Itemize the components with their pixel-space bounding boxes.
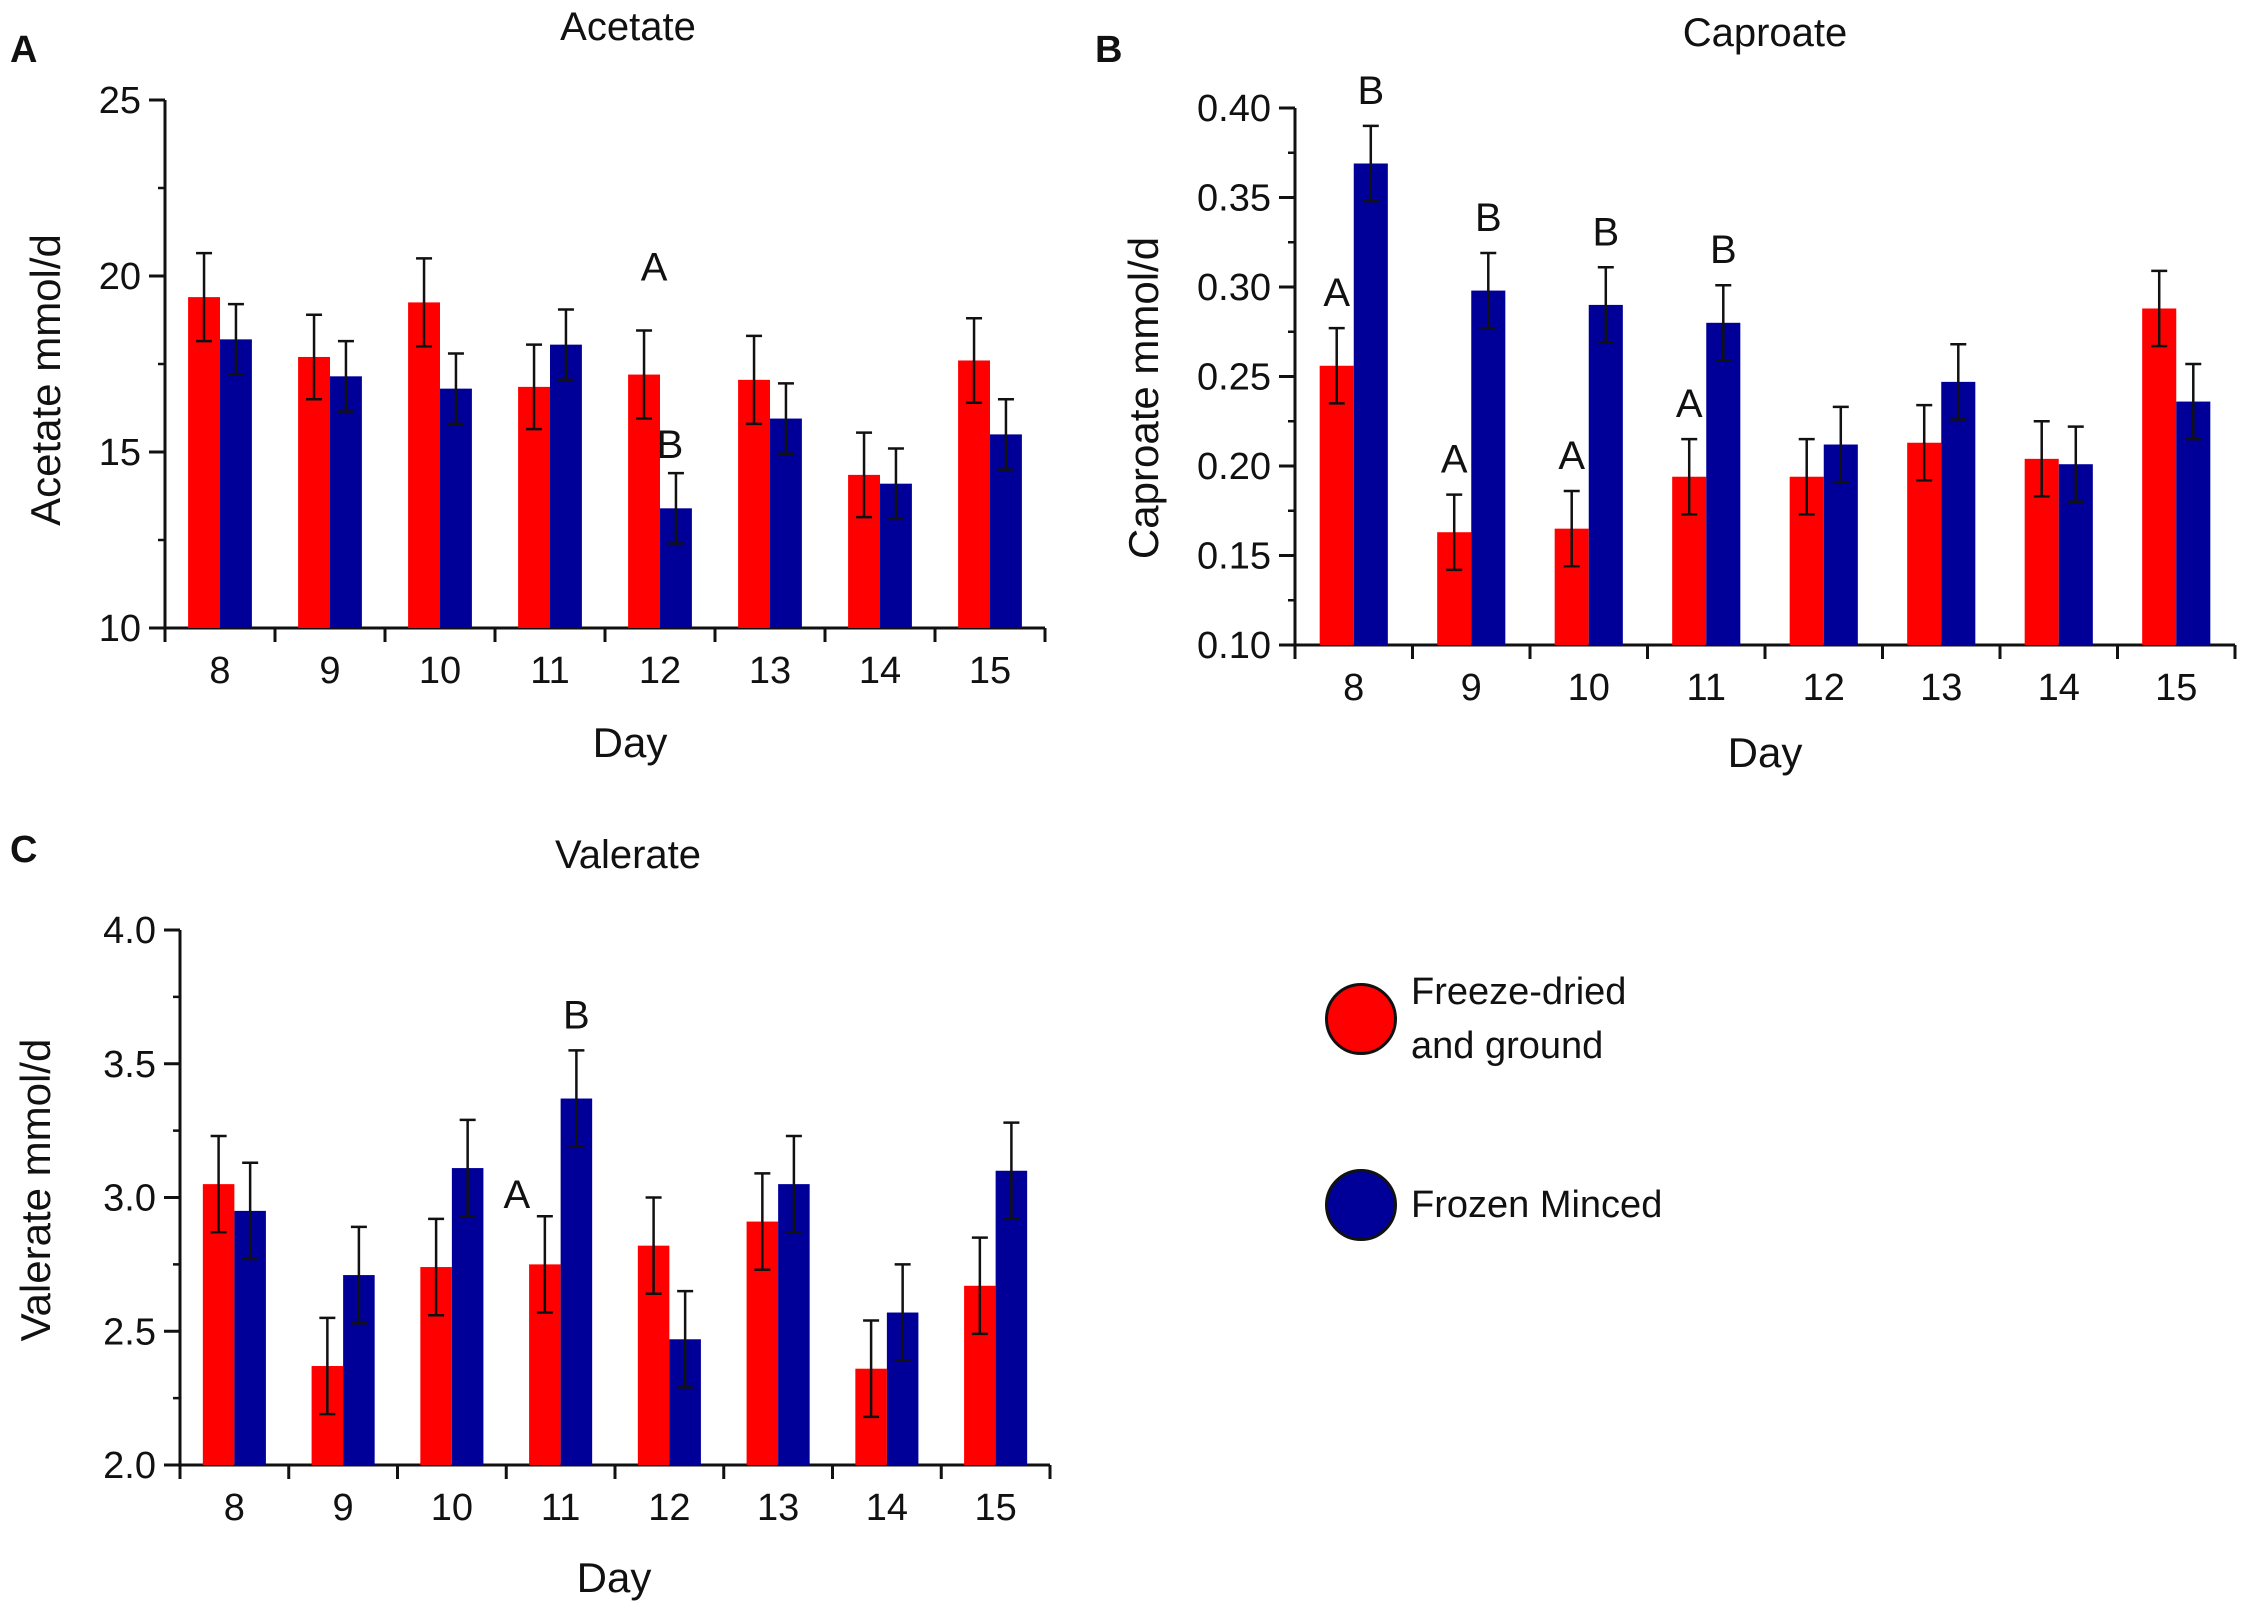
significance-letter: B — [1475, 196, 1502, 240]
x-tick-label: 8 — [1343, 667, 1364, 709]
significance-letter: A — [1441, 438, 1468, 482]
y-tick-label: 0.35 — [1197, 178, 1271, 220]
significance-letter: A — [1323, 271, 1350, 315]
bar-caproate-frozen-minced-day-11 — [1706, 322, 1741, 645]
bar-acetate-frozen-minced-day-9 — [330, 376, 362, 628]
x-axis-label-acetate: Day — [593, 719, 668, 766]
panel-caproate: B Caproate Day Caproate mmol/d 0.10 0.15 0… — [1095, 11, 2237, 776]
x-tick-label: 13 — [757, 1487, 799, 1529]
legend-item-frozen-minced: Frozen Minced — [1325, 1169, 1662, 1241]
bar-acetate-frozen-minced-day-8 — [220, 339, 252, 628]
x-tick-label: 11 — [530, 650, 569, 692]
bar-caproate-freeze-dried-day-15 — [2142, 308, 2177, 645]
x-tick-label: 12 — [639, 650, 681, 692]
x-tick-label: 14 — [859, 650, 901, 692]
significance-letter: A — [1676, 382, 1703, 426]
x-tick-label: 10 — [1568, 667, 1610, 709]
y-tick-label: 2.0 — [103, 1445, 156, 1487]
legend-label-frozen-minced: Frozen Minced — [1411, 1184, 1663, 1226]
bar-valerate-frozen-minced-day-10 — [451, 1168, 484, 1465]
y-tick-label: 3.0 — [103, 1178, 156, 1220]
panel-letter-c: C — [10, 829, 37, 871]
x-axis-label-valerate: Day — [577, 1554, 652, 1601]
bar-caproate-frozen-minced-day-15 — [2176, 401, 2211, 645]
significance-letter: B — [1710, 228, 1737, 272]
x-tick-label: 15 — [969, 650, 1011, 692]
bar-acetate-freeze-dried-day-10 — [408, 302, 440, 628]
x-tick-label: 9 — [319, 650, 340, 692]
y-tick-label: 0.20 — [1197, 446, 1271, 488]
x-tick-label: 15 — [2155, 667, 2197, 709]
y-tick-label: 10 — [99, 608, 141, 650]
panel-acetate: A Acetate Day Acetate mmol/d 10 15 20 25 8 9 1… — [10, 5, 1047, 766]
y-tick-label: 0.25 — [1197, 357, 1271, 399]
x-tick-label: 13 — [749, 650, 791, 692]
bar-caproate-frozen-minced-day-9 — [1471, 290, 1506, 645]
bar-caproate-frozen-minced-day-13 — [1941, 381, 1976, 645]
legend-swatch-blue — [1325, 1169, 1397, 1241]
y-tick-label: 3.5 — [103, 1044, 156, 1086]
legend-swatch-red — [1325, 983, 1397, 1055]
significance-letter: B — [1357, 69, 1384, 113]
significance-letter: A — [1558, 434, 1585, 478]
bar-caproate-freeze-dried-day-8 — [1319, 365, 1354, 645]
x-tick-label: 15 — [974, 1487, 1016, 1529]
panel-letter-a: A — [10, 29, 37, 71]
chart-title-acetate: Acetate — [560, 5, 696, 49]
x-tick-label: 14 — [866, 1487, 908, 1529]
y-tick-label: 2.5 — [103, 1311, 156, 1353]
x-tick-label: 14 — [2038, 667, 2080, 709]
legend-label-freeze-dried: Freeze-dried and ground — [1411, 971, 1627, 1067]
bar-caproate-frozen-minced-day-8 — [1353, 163, 1388, 646]
y-tick-label: 0.30 — [1197, 267, 1271, 309]
x-tick-label: 12 — [1803, 667, 1845, 709]
y-tick-label: 0.15 — [1197, 536, 1271, 578]
x-tick-label: 10 — [431, 1487, 473, 1529]
y-tick-label: 25 — [99, 80, 141, 122]
x-tick-label: 9 — [1461, 667, 1482, 709]
chart-title-valerate: Valerate — [555, 833, 701, 877]
bar-acetate-freeze-dried-day-9 — [298, 356, 330, 628]
panel-letter-b: B — [1095, 29, 1122, 71]
x-tick-label: 13 — [1920, 667, 1962, 709]
significance-letter: B — [657, 423, 684, 467]
x-axis-label-caproate: Day — [1728, 729, 1803, 776]
x-tick-label: 8 — [209, 650, 230, 692]
legend-item-freeze-dried: Freeze-dried and ground — [1325, 965, 1626, 1073]
panel-valerate: C Valerate Day Valerate mmol/d 2.0 2.5 3.0… — [10, 829, 1052, 1601]
significance-letter: B — [1592, 210, 1619, 254]
x-tick-label: 9 — [333, 1487, 354, 1529]
significance-letter: A — [641, 246, 668, 290]
bar-valerate-frozen-minced-day-11 — [560, 1098, 593, 1465]
y-tick-label: 15 — [99, 432, 141, 474]
bar-acetate-frozen-minced-day-11 — [550, 344, 582, 628]
x-tick-label: 8 — [224, 1487, 245, 1529]
bar-acetate-freeze-dried-day-8 — [188, 297, 220, 628]
y-tick-label: 0.10 — [1197, 625, 1271, 667]
y-tick-label: 20 — [99, 256, 141, 298]
significance-letter: A — [504, 1173, 531, 1217]
bar-acetate-freeze-dried-day-15 — [958, 360, 990, 628]
x-tick-label: 11 — [1687, 667, 1726, 709]
bar-caproate-frozen-minced-day-10 — [1588, 304, 1623, 645]
bar-acetate-frozen-minced-day-10 — [440, 388, 472, 628]
y-axis-label-caproate: Caproate mmol/d — [1120, 237, 1167, 559]
y-tick-label: 4.0 — [103, 910, 156, 952]
legend: Freeze-dried and ground Frozen Minced — [1325, 965, 1925, 1265]
y-axis-label-acetate: Acetate mmol/d — [22, 234, 69, 526]
x-tick-label: 11 — [541, 1487, 580, 1529]
chart-title-caproate: Caproate — [1683, 11, 1848, 55]
y-axis-label-valerate: Valerate mmol/d — [12, 1039, 59, 1342]
y-tick-label: 0.40 — [1197, 88, 1271, 130]
x-tick-label: 10 — [419, 650, 461, 692]
significance-letter: B — [563, 993, 590, 1037]
x-tick-label: 12 — [648, 1487, 690, 1529]
